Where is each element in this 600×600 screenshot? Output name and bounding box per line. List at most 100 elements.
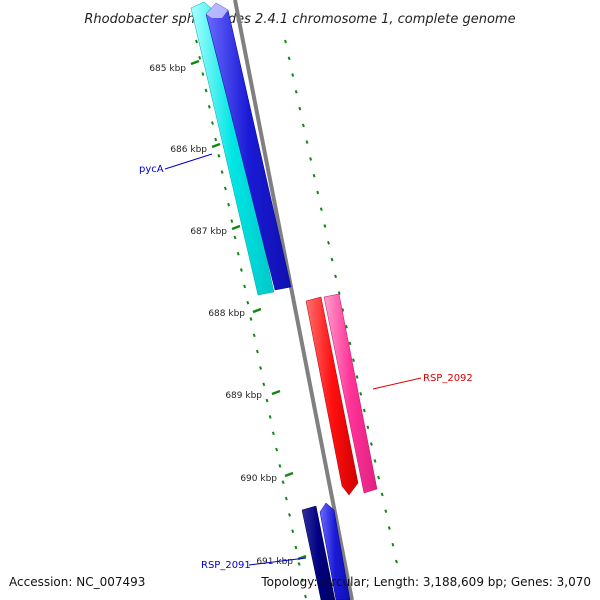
minor-tick <box>230 219 234 223</box>
tick-685 <box>190 59 200 66</box>
tick-688 <box>252 307 262 314</box>
gene-pycA[interactable] <box>205 2 292 291</box>
minor-tick <box>278 464 282 468</box>
tick-label-687: 687 kbp <box>190 227 227 237</box>
minor-tick <box>373 459 377 463</box>
tick-label-686: 686 kbp <box>170 145 207 155</box>
minor-tick <box>201 72 205 76</box>
accession-text: Accession: NC_007493 <box>9 575 145 589</box>
minor-tick <box>262 382 266 387</box>
pycA-leader-line <box>164 153 213 170</box>
minor-tick <box>301 123 305 128</box>
minor-tick <box>214 137 218 142</box>
minor-tick <box>246 300 250 305</box>
minor-tick <box>369 442 373 446</box>
minor-tick <box>319 207 323 212</box>
minor-tick <box>300 578 304 583</box>
tick-686 <box>211 142 221 149</box>
gene-pycA-arrowhead <box>206 3 228 18</box>
minor-tick <box>312 173 316 178</box>
minor-tick <box>287 56 291 61</box>
gene-track <box>190 1 378 600</box>
minor-tick <box>305 140 309 144</box>
gene-label-RSP_2092[interactable]: RSP_2092 <box>423 373 473 384</box>
minor-tick <box>207 104 211 109</box>
minor-tick <box>198 55 202 60</box>
minor-tick <box>284 496 288 501</box>
minor-tick <box>327 240 330 245</box>
minor-tick <box>341 308 345 312</box>
minor-tick <box>359 391 363 396</box>
minor-tick <box>334 274 338 279</box>
minor-tick <box>309 157 313 161</box>
tick-690 <box>284 471 294 478</box>
minor-tick <box>239 268 243 272</box>
genome-summary-text: Topology: circular; Length: 3,188,609 bp… <box>260 575 591 589</box>
tick-label-690: 690 kbp <box>240 474 277 484</box>
minor-tick <box>211 121 214 125</box>
minor-tick <box>275 447 279 452</box>
minor-tick <box>294 545 298 550</box>
minor-tick <box>362 408 366 413</box>
minor-tick <box>195 39 198 44</box>
tick-687 <box>231 224 241 231</box>
minor-tick <box>387 526 391 530</box>
right-tick-track <box>284 39 398 564</box>
minor-tick <box>227 202 231 207</box>
gene-RSP_2092[interactable] <box>323 293 378 494</box>
tick-689 <box>271 389 281 396</box>
minor-tick <box>297 562 301 566</box>
minor-tick <box>304 594 307 599</box>
RSP_2091-leader-line <box>248 557 307 566</box>
tick-marks <box>190 59 307 561</box>
tick-labels: 685 kbp 686 kbp 687 kbp 688 kbp 689 kbp … <box>149 64 293 567</box>
minor-tick <box>344 324 348 329</box>
minor-tick <box>255 349 259 354</box>
minor-tick <box>236 251 240 256</box>
gene-label-pycA[interactable]: pycA <box>139 164 164 175</box>
map-title: Rhodobacter sphaeroides 2.4.1 chromosome… <box>84 12 515 27</box>
tick-label-688: 688 kbp <box>208 309 245 319</box>
sequence-backbone <box>233 0 354 600</box>
minor-tick <box>233 235 237 240</box>
minor-tick <box>284 39 287 44</box>
gene-RSP_2091[interactable] <box>319 502 351 600</box>
minor-tick <box>380 492 384 497</box>
minor-tick <box>330 257 334 262</box>
minor-tick <box>337 291 341 295</box>
RSP_2092-leader-line <box>372 377 422 390</box>
minor-tick <box>204 88 208 93</box>
minor-tick <box>377 475 381 480</box>
gene-cds-red[interactable] <box>305 296 359 496</box>
minor-tick <box>291 73 295 77</box>
minor-tick <box>391 542 395 547</box>
minor-tick <box>291 529 295 534</box>
minor-tick <box>355 375 359 379</box>
minor-tick <box>259 366 263 370</box>
gene-label-RSP_2091[interactable]: RSP_2091 <box>201 560 251 571</box>
minor-tick <box>298 106 302 111</box>
minor-tick <box>252 333 256 338</box>
minor-tick <box>281 480 285 485</box>
minor-tick <box>243 284 247 289</box>
minor-tick <box>352 358 355 363</box>
minor-tick <box>384 509 388 514</box>
minor-tick <box>271 431 275 436</box>
tick-label-689: 689 kbp <box>225 391 262 401</box>
left-tick-track <box>195 39 307 599</box>
gene-labels: pycA RSP_2092 RSP_2091 <box>139 153 473 571</box>
minor-tick <box>217 153 221 158</box>
minor-tick <box>223 186 227 191</box>
gene-cds-navy[interactable] <box>301 505 336 600</box>
tick-label-685: 685 kbp <box>149 64 186 74</box>
minor-tick <box>323 224 327 228</box>
minor-tick <box>395 559 398 564</box>
minor-tick <box>366 425 370 430</box>
minor-tick <box>220 170 224 174</box>
minor-tick <box>294 89 298 94</box>
minor-tick <box>348 341 352 346</box>
minor-tick <box>268 415 272 419</box>
minor-tick <box>265 398 269 403</box>
minor-tick <box>288 513 291 517</box>
